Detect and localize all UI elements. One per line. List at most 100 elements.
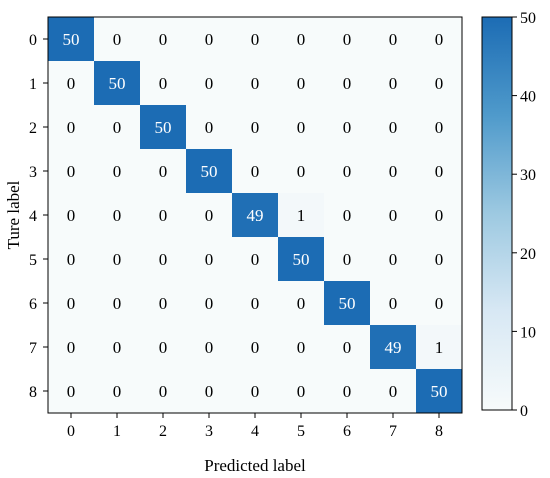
cell-label-6-2: 0 [159,294,168,313]
heatmap-cell-0-3 [186,17,232,61]
cell-label-2-3: 0 [205,118,214,137]
cell-label-3-7: 0 [389,162,398,181]
y-tick-label-8: 8 [29,384,37,401]
cell-label-1-6: 0 [343,74,352,93]
colorbar-tick-label-20: 20 [520,246,536,263]
cell-label-8-8: 50 [431,382,448,401]
heatmap-cell-7-7 [370,325,416,369]
heatmap-cell-3-0 [48,149,94,193]
heatmap-cell-3-3 [186,149,232,193]
cell-label-0-2: 0 [159,30,168,49]
cell-label-6-6: 50 [339,294,356,313]
cell-label-6-1: 0 [113,294,122,313]
cell-label-1-2: 0 [159,74,168,93]
y-tick-label-2: 2 [29,120,37,137]
cell-label-0-6: 0 [343,30,352,49]
x-tick-label-5: 5 [297,423,305,440]
x-tick-label-3: 3 [205,423,213,440]
cell-label-7-5: 0 [297,338,306,357]
heatmap-cell-5-4 [232,237,278,281]
heatmap-cell-1-6 [324,61,370,105]
heatmap-cell-8-6 [324,369,370,413]
x-tick-label-4: 4 [251,423,259,440]
heatmap-cell-4-8 [416,193,462,237]
heatmap-cell-0-5 [278,17,324,61]
cell-label-1-4: 0 [251,74,260,93]
cell-label-8-3: 0 [205,382,214,401]
heatmap-cell-1-3 [186,61,232,105]
y-axis-label: Ture label [4,180,23,249]
heatmap-cell-2-1 [94,105,140,149]
cell-label-8-2: 0 [159,382,168,401]
cell-label-5-0: 0 [67,250,76,269]
cell-label-1-3: 0 [205,74,214,93]
heatmap-cell-2-3 [186,105,232,149]
y-tick-label-1: 1 [29,76,37,93]
cell-label-4-2: 0 [159,206,168,225]
cell-label-8-7: 0 [389,382,398,401]
heatmap-cell-2-4 [232,105,278,149]
heatmap-cell-4-2 [140,193,186,237]
colorbar-tick-label-10: 10 [520,324,536,341]
cell-label-7-4: 0 [251,338,260,357]
cell-label-0-3: 0 [205,30,214,49]
cell-label-0-8: 0 [435,30,444,49]
cell-label-2-1: 0 [113,118,122,137]
cell-label-5-8: 0 [435,250,444,269]
heatmap-cell-0-1 [94,17,140,61]
heatmap-cell-8-8 [416,369,462,413]
x-tick-label-6: 6 [343,423,351,440]
heatmap-cell-1-0 [48,61,94,105]
cell-label-0-7: 0 [389,30,398,49]
heatmap-cell-3-6 [324,149,370,193]
x-tick-label-0: 0 [67,423,75,440]
heatmap-cell-4-7 [370,193,416,237]
cell-label-3-4: 0 [251,162,260,181]
heatmap-cell-8-7 [370,369,416,413]
cell-label-2-8: 0 [435,118,444,137]
cell-label-3-6: 0 [343,162,352,181]
heatmap-cell-8-0 [48,369,94,413]
cell-label-4-4: 49 [247,206,264,225]
colorbar [481,16,513,411]
cell-label-1-5: 0 [297,74,306,93]
heatmap-cell-5-0 [48,237,94,281]
cell-label-8-1: 0 [113,382,122,401]
heatmap-cell-0-7 [370,17,416,61]
heatmap-cell-1-5 [278,61,324,105]
y-tick-label-0: 0 [29,32,37,49]
cell-label-2-4: 0 [251,118,260,137]
heatmap-cell-5-3 [186,237,232,281]
y-tick-label-3: 3 [29,164,37,181]
heatmap-cell-3-1 [94,149,140,193]
cell-label-0-1: 0 [113,30,122,49]
colorbar-tick-label-30: 30 [520,167,536,184]
cell-label-5-1: 0 [113,250,122,269]
colorbar-tick-label-0: 0 [520,403,528,420]
heatmap-cell-5-1 [94,237,140,281]
x-axis-label: Predicted label [204,456,306,475]
heatmap-cell-6-3 [186,281,232,325]
cell-label-4-1: 0 [113,206,122,225]
heatmap-cell-8-4 [232,369,278,413]
heatmap-cell-7-6 [324,325,370,369]
y-tick-label-4: 4 [29,208,37,225]
heatmap-cell-2-6 [324,105,370,149]
cell-label-5-3: 0 [205,250,214,269]
heatmap-cell-0-4 [232,17,278,61]
cell-label-5-7: 0 [389,250,398,269]
heatmap-cell-6-1 [94,281,140,325]
heatmap-cell-5-5 [278,237,324,281]
cell-label-4-0: 0 [67,206,76,225]
heatmap-cell-3-7 [370,149,416,193]
cell-label-3-3: 50 [201,162,218,181]
cell-label-7-1: 0 [113,338,122,357]
cell-label-8-6: 0 [343,382,352,401]
cell-label-0-5: 0 [297,30,306,49]
x-tick-label-7: 7 [389,423,397,440]
heatmap-cell-7-8 [416,325,462,369]
cell-label-4-6: 0 [343,206,352,225]
heatmap-cell-8-3 [186,369,232,413]
x-tick-label-1: 1 [113,423,121,440]
cell-label-3-2: 0 [159,162,168,181]
